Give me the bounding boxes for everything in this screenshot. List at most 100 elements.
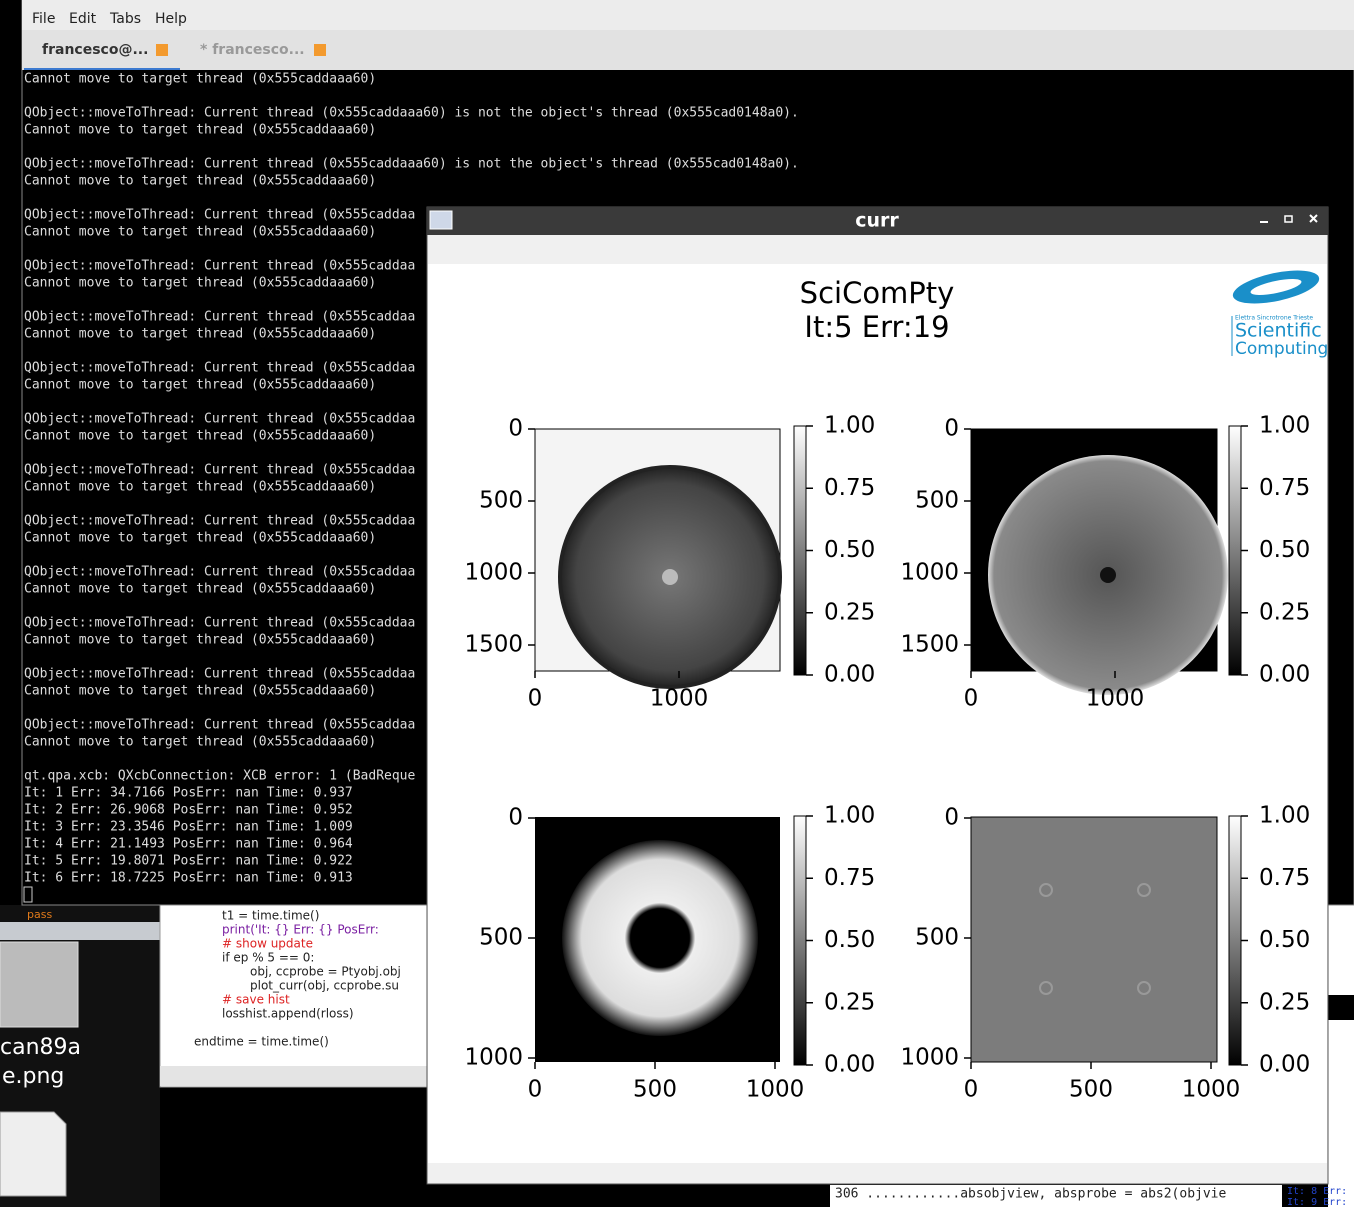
menu-item[interactable]: Edit [69, 11, 97, 27]
colorbar-label: 0.25 [1259, 989, 1310, 1015]
terminal-line: QObject::moveToThread: Current thread (0… [24, 718, 415, 733]
terminal-line: Cannot move to target thread (0x555cadda… [24, 72, 376, 87]
y-tick-label: 1000 [464, 1045, 523, 1071]
y-tick-label: 500 [479, 925, 523, 951]
y-tick-label: 1000 [900, 560, 959, 586]
y-tick-label: 0 [944, 805, 959, 831]
colorbar-label: 0.00 [1259, 662, 1310, 688]
y-tick-label: 1000 [900, 1045, 959, 1071]
code-line: endtime = time.time() [194, 1035, 329, 1049]
colorbar-label: 1.00 [1259, 803, 1310, 829]
terminal-line: Cannot move to target thread (0x555cadda… [24, 735, 376, 750]
terminal-line: It: 4 Err: 21.1493 PosErr: nan Time: 0.9… [24, 837, 353, 852]
side-window [1328, 905, 1354, 995]
figure-subtitle: It:5 Err:19 [804, 310, 949, 344]
menu-item[interactable]: Tabs [109, 11, 141, 27]
colorbar-label: 0.25 [1259, 599, 1310, 625]
terminal-line: It: 3 Err: 23.3546 PosErr: nan Time: 1.0… [24, 820, 353, 835]
terminal-line: QObject::moveToThread: Current thread (0… [24, 361, 415, 376]
x-tick-label: 1000 [746, 1077, 805, 1103]
side-log-window [1328, 1020, 1354, 1207]
colorbar-label: 0.50 [824, 537, 875, 563]
terminal-line: QObject::moveToThread: Current thread (0… [24, 565, 415, 580]
file-name[interactable]: e.png [2, 1064, 64, 1089]
image-feature [562, 840, 758, 1036]
terminal-line: Cannot move to target thread (0x555cadda… [24, 633, 376, 648]
y-tick-label: 0 [508, 805, 523, 831]
colorbar-label: 0.50 [824, 927, 875, 953]
logo-small: Elettra Sincrotrone Trieste [1235, 315, 1313, 322]
code-line: print('It: {} Err: {} PosErr: [222, 923, 379, 937]
terminal-line: QObject::moveToThread: Current thread (0… [24, 667, 415, 682]
terminal-line: QObject::moveToThread: Current thread (0… [24, 208, 415, 223]
colorbar-label: 1.00 [824, 803, 875, 829]
cursor [23, 886, 33, 903]
menu-item[interactable]: Help [155, 11, 187, 27]
colorbar [793, 425, 807, 676]
code-line: # show update [222, 937, 313, 951]
editor-footer [160, 1066, 427, 1086]
terminal-line: QObject::moveToThread: Current thread (0… [24, 412, 415, 427]
tab-label[interactable]: francesco@... [42, 42, 148, 58]
terminal-line: Cannot move to target thread (0x555cadda… [24, 429, 376, 444]
terminal-line: Cannot move to target thread (0x555cadda… [24, 123, 376, 138]
terminal-line: Cannot move to target thread (0x555cadda… [24, 225, 376, 240]
terminal-line: Cannot move to target thread (0x555cadda… [24, 582, 376, 597]
log-line: It: 9 Err: [1287, 1197, 1347, 1207]
terminal-line: QObject::moveToThread: Current thread (0… [24, 514, 415, 529]
code-line: 306 ............absobjview, absprobe = a… [835, 1187, 1227, 1202]
x-tick-label: 0 [528, 1077, 543, 1103]
x-tick-label: 1000 [1086, 686, 1145, 712]
image-feature [1100, 567, 1116, 583]
colorbar-label: 0.75 [1259, 865, 1310, 891]
terminal-line: QObject::moveToThread: Current thread (0… [24, 157, 799, 172]
x-tick-label: 1000 [650, 686, 709, 712]
code-line: plot_curr(obj, ccprobe.su [250, 979, 399, 993]
colorbar-label: 0.50 [1259, 927, 1310, 953]
terminal-line: It: 6 Err: 18.7225 PosErr: nan Time: 0.9… [24, 871, 353, 886]
terminal-line: QObject::moveToThread: Current thread (0… [24, 616, 415, 631]
x-tick-label: 0 [964, 1077, 979, 1103]
logo-text: Computing [1235, 339, 1328, 359]
terminal-line: QObject::moveToThread: Current thread (0… [24, 463, 415, 478]
terminal-line: QObject::moveToThread: Current thread (0… [24, 259, 415, 274]
y-tick-label: 0 [508, 416, 523, 442]
terminal-line: Cannot move to target thread (0x555cadda… [24, 480, 376, 495]
file-name[interactable]: can89a [0, 1035, 81, 1060]
tab-label[interactable]: * francesco... [200, 42, 305, 58]
desktop-strip [0, 922, 160, 940]
maximize-button[interactable] [1284, 215, 1293, 223]
code-line: if ep % 5 == 0: [222, 951, 314, 965]
colorbar [793, 815, 807, 1066]
window-title: curr [855, 210, 899, 232]
tab-close[interactable] [314, 44, 326, 56]
x-tick-label: 0 [964, 686, 979, 712]
terminal-line: Cannot move to target thread (0x555cadda… [24, 327, 376, 342]
terminal-line: qt.qpa.xcb: QXcbConnection: XCB error: 1… [24, 769, 416, 784]
image-feature [662, 569, 678, 585]
terminal-line: Cannot move to target thread (0x555cadda… [24, 531, 376, 546]
image-feature [1039, 883, 1151, 995]
colorbar-label: 0.75 [1259, 475, 1310, 501]
terminal-line: Cannot move to target thread (0x555cadda… [24, 684, 376, 699]
code-line: obj, ccprobe = Ptyobj.obj [250, 965, 401, 979]
colorbar-label: 1.00 [1259, 413, 1310, 439]
figure-title: SciComPty [800, 276, 955, 310]
menu-item[interactable]: File [32, 11, 55, 27]
x-tick-label: 500 [633, 1077, 677, 1103]
colorbar-label: 0.75 [824, 475, 875, 501]
file-icon[interactable] [0, 1111, 67, 1197]
y-tick-label: 1000 [464, 560, 523, 586]
title-bar [427, 207, 1328, 235]
tab-bar [22, 30, 1354, 70]
x-tick-label: 0 [528, 686, 543, 712]
tab-close[interactable] [156, 44, 168, 56]
thumbnail[interactable] [0, 941, 79, 1028]
colorbar-label: 0.75 [824, 865, 875, 891]
x-tick-label: 1000 [1182, 1077, 1241, 1103]
editor-window [159, 904, 428, 1088]
close-button[interactable] [1309, 214, 1318, 223]
